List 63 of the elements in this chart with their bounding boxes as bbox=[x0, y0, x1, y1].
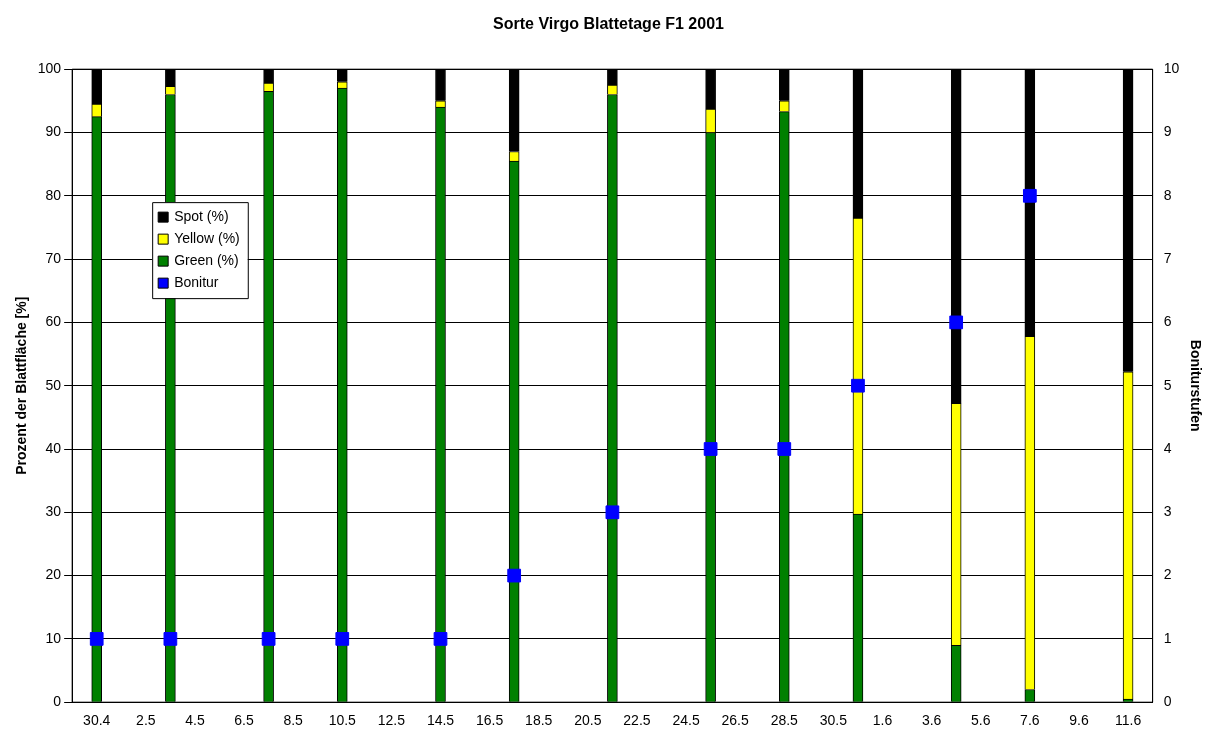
chart-title: Sorte Virgo Blattetage F1 2001 bbox=[493, 15, 725, 33]
x-tick-label: 20.5 bbox=[574, 712, 602, 729]
x-tick-label: 7.6 bbox=[1020, 712, 1040, 729]
y-tick-label: 100 bbox=[37, 60, 62, 77]
y-tick-label: 0 bbox=[53, 693, 62, 710]
y-tick-label: 20 bbox=[45, 566, 62, 583]
x-tick-label: 16.5 bbox=[475, 712, 504, 729]
point bbox=[777, 442, 792, 456]
point bbox=[605, 505, 620, 520]
point bbox=[163, 632, 178, 646]
y2-tick-label: 9 bbox=[1163, 123, 1172, 140]
y-tick-label: 50 bbox=[45, 376, 62, 393]
y-tick-label: 10 bbox=[45, 629, 62, 646]
x-tick-label: 5.6 bbox=[971, 712, 991, 729]
x-tick-label: 9.6 bbox=[1069, 712, 1089, 729]
y-tick-label: 40 bbox=[45, 439, 62, 456]
x-tick-label: 6.5 bbox=[234, 712, 254, 729]
legend-label: Spot (%) bbox=[174, 207, 229, 224]
y2-axis-title: Boniturstufen bbox=[1187, 339, 1204, 432]
x-tick-label: 12.5 bbox=[377, 712, 406, 729]
y2-tick-label: 4 bbox=[1163, 439, 1172, 456]
y2-tick-label: 3 bbox=[1163, 503, 1172, 520]
legend-label: Yellow (%) bbox=[174, 229, 240, 246]
x-tick-label: 1.6 bbox=[872, 712, 893, 729]
point bbox=[89, 632, 104, 646]
x-tick-label: 10.5 bbox=[328, 712, 357, 729]
point bbox=[433, 632, 448, 646]
point bbox=[1022, 188, 1037, 203]
y-tick-label: 30 bbox=[45, 503, 62, 520]
y-axis-title: Prozent der Blattfläche [%] bbox=[13, 296, 30, 475]
y2-tick-label: 0 bbox=[1163, 693, 1172, 710]
point bbox=[261, 632, 276, 646]
y-tick-label: 70 bbox=[45, 249, 62, 266]
point bbox=[703, 442, 718, 456]
x-tick-label: 14.5 bbox=[426, 712, 455, 729]
x-tick-label: 22.5 bbox=[623, 712, 651, 729]
x-tick-label: 2.5 bbox=[136, 712, 156, 729]
point bbox=[507, 568, 522, 583]
x-tick-label: 4.5 bbox=[185, 712, 205, 729]
y2-tick-label: 7 bbox=[1163, 249, 1172, 266]
x-tick-label: 3.6 bbox=[921, 712, 942, 729]
x-tick-label: 11.6 bbox=[1114, 712, 1142, 729]
x-tick-label: 24.5 bbox=[672, 712, 700, 729]
y2-tick-label: 10 bbox=[1163, 60, 1180, 77]
y2-tick-label: 8 bbox=[1163, 186, 1172, 203]
legend-label: Bonitur bbox=[174, 273, 219, 290]
x-tick-label: 8.5 bbox=[283, 712, 304, 729]
x-tick-label: 30.4 bbox=[83, 712, 111, 729]
y-tick-label: 80 bbox=[45, 186, 62, 203]
x-tick-label: 28.5 bbox=[770, 712, 799, 729]
y2-tick-label: 1 bbox=[1163, 629, 1172, 646]
y-tick-label: 90 bbox=[45, 123, 62, 140]
x-tick-label: 18.5 bbox=[525, 712, 553, 729]
legend-label: Green (%) bbox=[174, 251, 239, 268]
y2-tick-label: 2 bbox=[1163, 566, 1172, 583]
point bbox=[851, 378, 865, 393]
point bbox=[335, 632, 350, 646]
y-tick-label: 60 bbox=[45, 313, 62, 330]
x-tick-label: 30.5 bbox=[819, 712, 848, 729]
x-tick-label: 26.5 bbox=[721, 712, 750, 729]
y2-tick-label: 6 bbox=[1163, 313, 1172, 330]
y2-tick-label: 5 bbox=[1163, 376, 1172, 393]
point bbox=[949, 315, 964, 330]
